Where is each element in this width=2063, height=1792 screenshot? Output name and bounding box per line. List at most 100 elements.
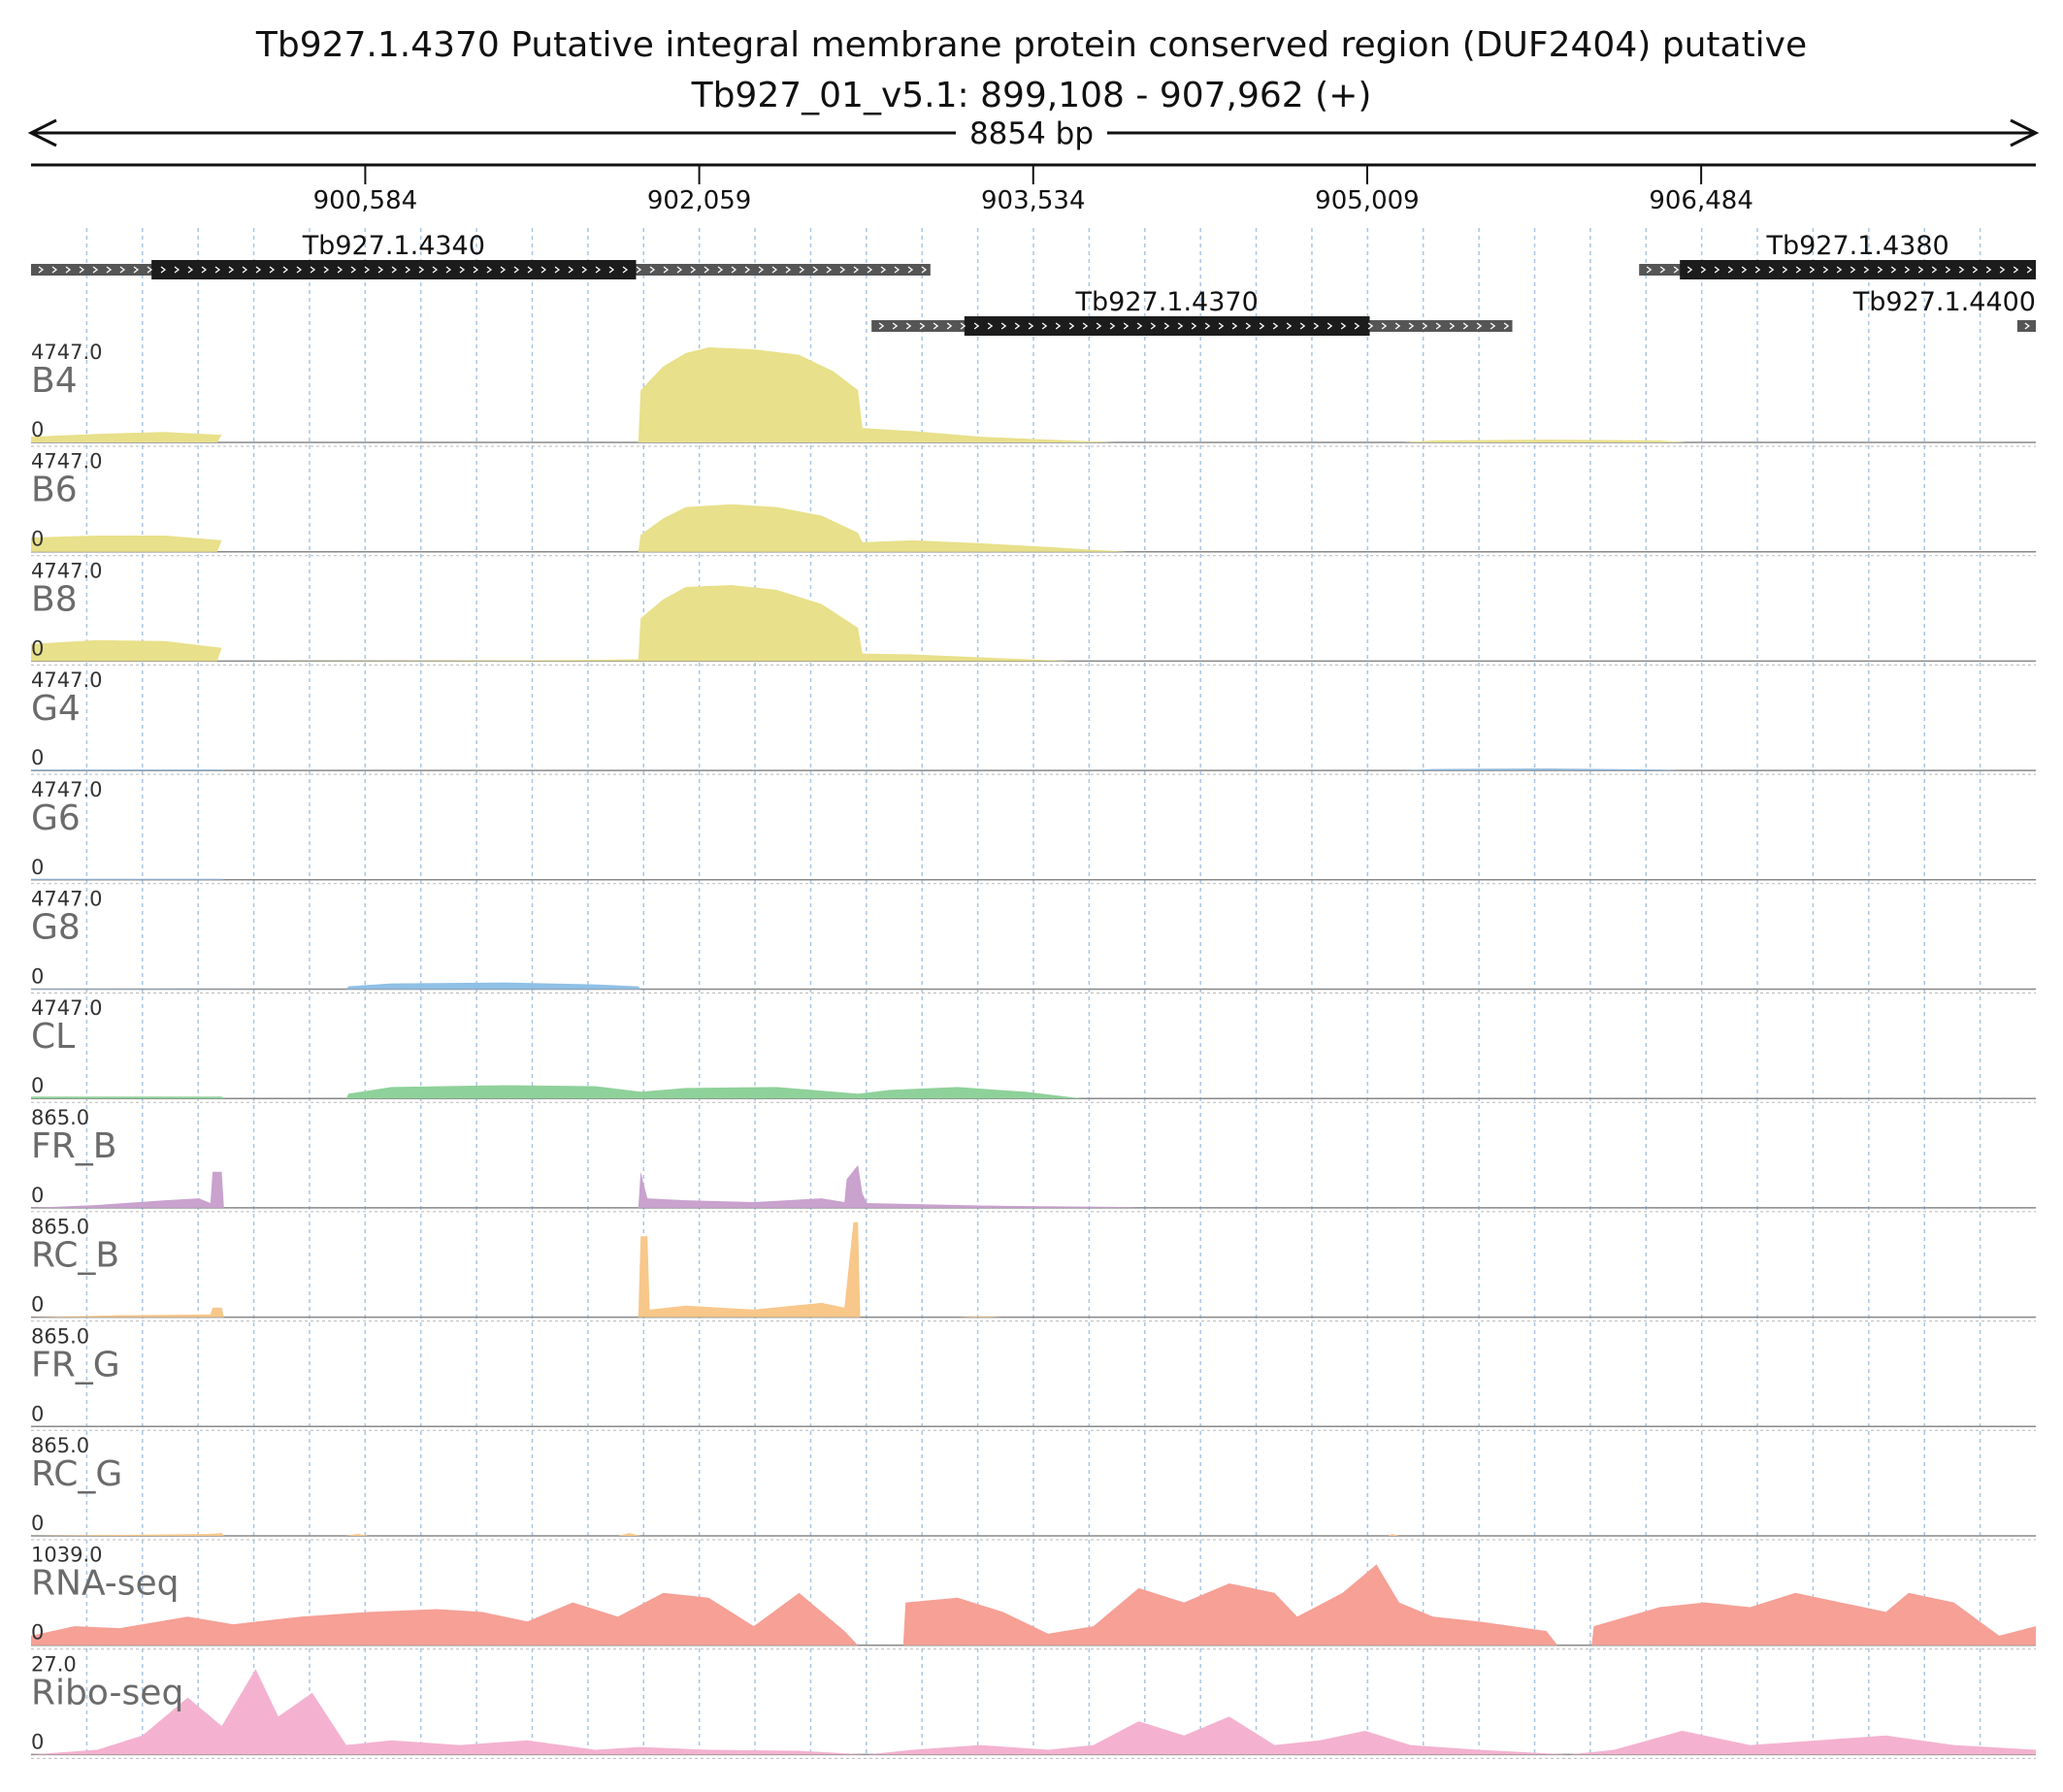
strand-chevron-icon bbox=[405, 266, 411, 274]
strand-chevron-icon bbox=[1354, 322, 1360, 330]
region-coordinates: Tb927_01_v5.1: 899,108 - 907,962 (+) bbox=[691, 76, 1372, 115]
strand-chevron-icon bbox=[921, 266, 928, 274]
strand-chevron-icon bbox=[731, 266, 737, 274]
strand-chevron-icon bbox=[1754, 266, 1761, 274]
strand-chevron-icon bbox=[1000, 322, 1007, 330]
strand-chevron-icon bbox=[1286, 322, 1293, 330]
track-min-label: 0 bbox=[31, 1621, 44, 1645]
track-signal-area bbox=[31, 1085, 2036, 1099]
strand-chevron-icon bbox=[1028, 322, 1034, 330]
track-name-label: RC_B bbox=[31, 1236, 119, 1276]
track-min-label: 0 bbox=[31, 746, 44, 769]
strand-chevron-icon bbox=[812, 266, 819, 274]
track-name-label: B8 bbox=[31, 579, 78, 619]
strand-chevron-icon bbox=[432, 266, 439, 274]
track-max-label: 865.0 bbox=[31, 1106, 89, 1129]
strand-chevron-icon bbox=[1673, 266, 1680, 274]
strand-chevron-icon bbox=[1394, 322, 1401, 330]
strand-chevron-icon bbox=[1259, 322, 1265, 330]
strand-chevron-icon bbox=[1435, 322, 1442, 330]
strand-chevron-icon bbox=[663, 266, 670, 274]
strand-chevron-icon bbox=[187, 266, 194, 274]
strand-chevron-icon bbox=[242, 266, 248, 274]
track-rc_g: 865.0RC_G 0 bbox=[31, 1434, 2036, 1541]
track-min-label: 0 bbox=[31, 856, 44, 879]
strand-chevron-icon bbox=[364, 266, 371, 274]
strand-chevron-icon bbox=[2024, 322, 2030, 330]
strand-chevron-icon bbox=[1917, 266, 1924, 274]
strand-chevron-icon bbox=[1863, 266, 1870, 274]
strand-chevron-icon bbox=[201, 266, 208, 274]
strand-chevron-icon bbox=[880, 266, 887, 274]
span-arrow-left-icon bbox=[27, 118, 57, 147]
gene-Tb927.1.4340[interactable]: Tb927.1.4340 bbox=[31, 231, 931, 279]
strand-chevron-icon bbox=[1727, 266, 1734, 274]
strand-chevron-icon bbox=[174, 266, 180, 274]
track-min-label: 0 bbox=[31, 965, 44, 989]
strand-chevron-icon bbox=[282, 266, 289, 274]
strand-chevron-icon bbox=[771, 266, 778, 274]
strand-chevron-icon bbox=[892, 322, 899, 330]
strand-chevron-icon bbox=[839, 266, 846, 274]
track-name-label: B6 bbox=[31, 471, 78, 510]
strand-chevron-icon bbox=[1177, 322, 1184, 330]
gene-Tb927.1.4380[interactable]: Tb927.1.4380 bbox=[1639, 231, 2036, 279]
strand-chevron-icon bbox=[758, 266, 765, 274]
strand-chevron-icon bbox=[527, 266, 534, 274]
strand-chevron-icon bbox=[1931, 266, 1938, 274]
strand-chevron-icon bbox=[960, 322, 966, 330]
strand-chevron-icon bbox=[255, 266, 262, 274]
strand-chevron-icon bbox=[1958, 266, 1965, 274]
strand-chevron-icon bbox=[1659, 266, 1666, 274]
gene-label: Tb927.1.4340 bbox=[302, 231, 485, 261]
strand-chevron-icon bbox=[867, 266, 873, 274]
strand-chevron-icon bbox=[1068, 322, 1075, 330]
strand-chevron-icon bbox=[337, 266, 344, 274]
gene-Tb927.1.4400[interactable]: Tb927.1.4400 bbox=[1852, 287, 2036, 332]
strand-chevron-icon bbox=[799, 266, 805, 274]
track-max-label: 865.0 bbox=[31, 1434, 89, 1457]
strand-chevron-icon bbox=[1150, 322, 1157, 330]
strand-chevron-icon bbox=[119, 266, 126, 274]
strand-chevron-icon bbox=[1123, 322, 1130, 330]
strand-chevron-icon bbox=[228, 266, 235, 274]
strand-chevron-icon bbox=[2013, 266, 2019, 274]
gene-Tb927.1.4370[interactable]: Tb927.1.4370 bbox=[871, 287, 1513, 336]
track-min-label: 0 bbox=[31, 1512, 44, 1535]
strand-chevron-icon bbox=[1890, 266, 1897, 274]
strand-chevron-icon bbox=[391, 266, 398, 274]
strand-chevron-icon bbox=[92, 266, 99, 274]
strand-chevron-icon bbox=[106, 266, 113, 274]
strand-chevron-icon bbox=[1904, 266, 1911, 274]
track-fr_g: 865.0FR_G 0 bbox=[31, 1324, 2036, 1431]
strand-chevron-icon bbox=[540, 266, 547, 274]
track-min-label: 0 bbox=[31, 1293, 44, 1317]
track-name-label: FR_B bbox=[31, 1126, 116, 1166]
track-signal-area bbox=[31, 768, 2036, 771]
strand-chevron-icon bbox=[826, 266, 833, 274]
strand-chevron-icon bbox=[1700, 266, 1707, 274]
strand-chevron-icon bbox=[933, 322, 939, 330]
track-name-label: G8 bbox=[31, 908, 81, 948]
gene-label: Tb927.1.4370 bbox=[1075, 287, 1259, 317]
strand-chevron-icon bbox=[1340, 322, 1347, 330]
strand-chevron-icon bbox=[649, 266, 656, 274]
track-max-label: 1039.0 bbox=[31, 1544, 102, 1567]
track-name-label: G4 bbox=[31, 689, 81, 729]
track-max-label: 4747.0 bbox=[31, 996, 102, 1020]
gene-label: Tb927.1.4400 bbox=[1852, 287, 2036, 317]
track-name-label: CL bbox=[31, 1017, 75, 1057]
track-max-label: 4747.0 bbox=[31, 668, 102, 692]
strand-chevron-icon bbox=[1741, 266, 1748, 274]
strand-chevron-icon bbox=[1822, 266, 1829, 274]
strand-chevron-icon bbox=[160, 266, 167, 274]
strand-chevron-icon bbox=[1945, 266, 1951, 274]
strand-chevron-icon bbox=[1686, 266, 1693, 274]
coordinate-ticks: 900,584 902,059 903,534 905,009 906,484 bbox=[313, 165, 1753, 215]
span-ruler: 8854 bp bbox=[27, 114, 2040, 167]
strand-chevron-icon bbox=[973, 322, 980, 330]
strand-chevron-icon bbox=[987, 322, 994, 330]
track-min-label: 0 bbox=[31, 1402, 44, 1425]
